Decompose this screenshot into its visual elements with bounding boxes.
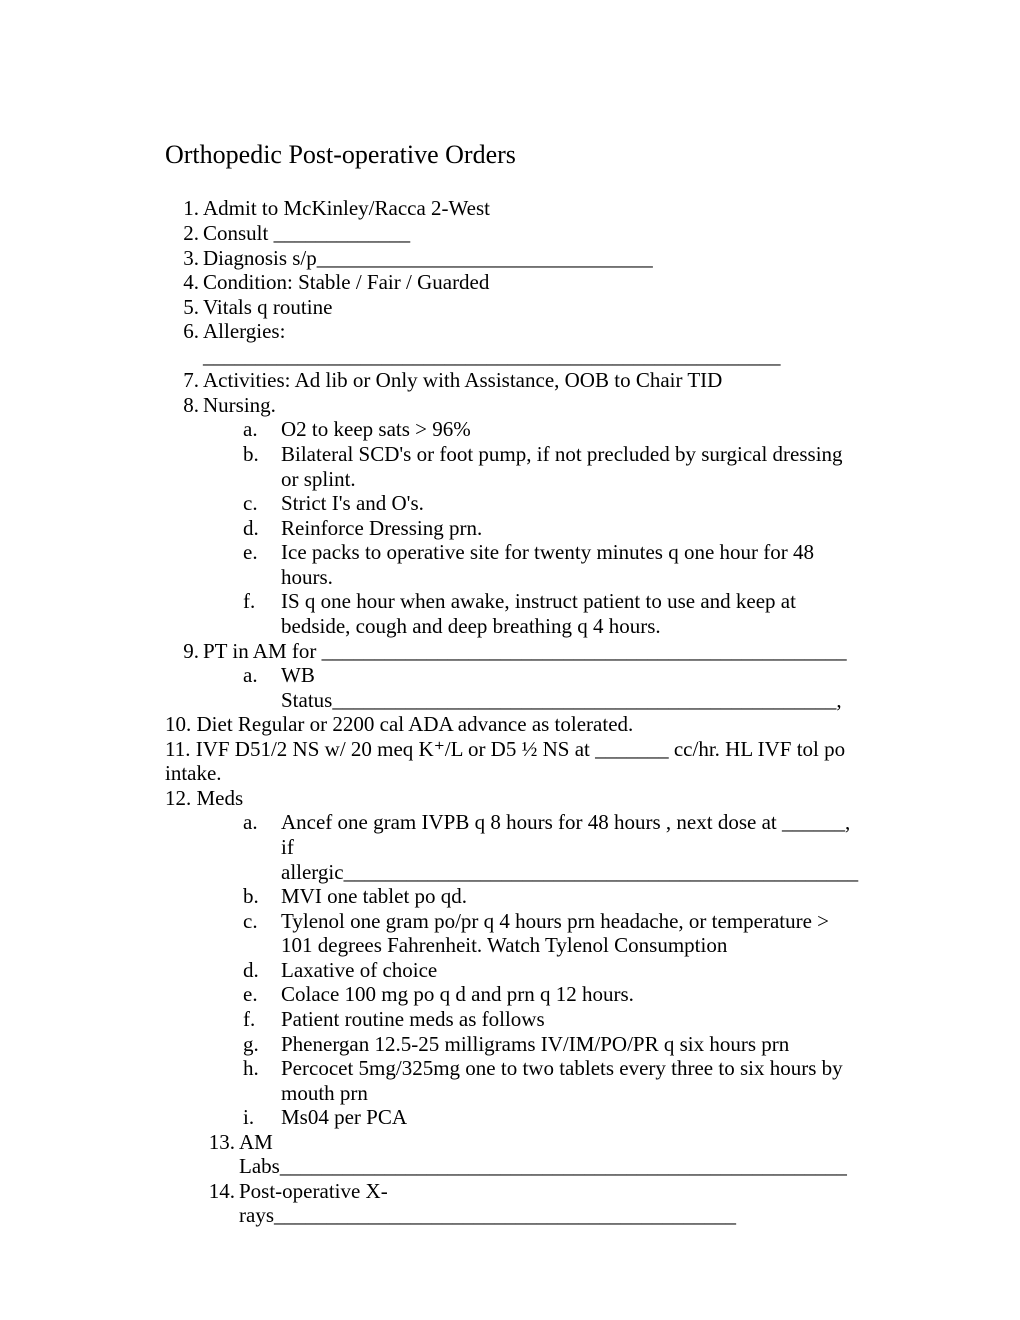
- sub-item-12d: d.Laxative of choice: [281, 958, 855, 983]
- sub-letter: e.: [243, 540, 277, 565]
- sub-text: Reinforce Dressing prn.: [281, 516, 482, 540]
- item-number: 13.: [201, 1130, 235, 1155]
- sub-text: Ancef one gram IVPB q 8 hours for 48 hou…: [281, 810, 858, 883]
- sub-item-12i: i.Ms04 per PCA: [281, 1105, 855, 1130]
- pt-sublist: a.WB Status_____________________________…: [203, 663, 855, 712]
- order-item-14: 14.Post-operative X-rays________________…: [239, 1179, 855, 1228]
- sub-item-8c: c.Strict I's and O's.: [281, 491, 855, 516]
- sub-item-12a: a.Ancef one gram IVPB q 8 hours for 48 h…: [281, 810, 855, 884]
- item-text: Vitals q routine: [203, 295, 332, 319]
- order-item-10: 10. Diet Regular or 2200 cal ADA advance…: [165, 712, 855, 737]
- sub-text: WB Status_______________________________…: [281, 663, 842, 712]
- order-item-2: 2.Consult _____________: [203, 221, 855, 246]
- sub-text: Strict I's and O's.: [281, 491, 424, 515]
- final-orders: 13.AM Labs______________________________…: [165, 1130, 855, 1228]
- sub-item-12g: g.Phenergan 12.5-25 milligrams IV/IM/PO/…: [281, 1032, 855, 1057]
- sub-item-8b: b. Bilateral SCD's or foot pump, if not …: [281, 442, 855, 491]
- sub-letter: i.: [243, 1105, 277, 1130]
- order-item-1: 1.Admit to McKinley/Racca 2-West: [203, 196, 855, 221]
- item-text: Allergies: _____________________________…: [203, 319, 781, 368]
- sub-letter: d.: [243, 516, 277, 541]
- sub-text: IS q one hour when awake, instruct patie…: [281, 589, 796, 638]
- order-item-13: 13.AM Labs______________________________…: [239, 1130, 855, 1179]
- order-item-4: 4.Condition: Stable / Fair / Guarded: [203, 270, 855, 295]
- sub-letter: c.: [243, 491, 277, 516]
- sub-text: Patient routine meds as follows: [281, 1007, 545, 1031]
- item-text: Diagnosis s/p___________________________…: [203, 246, 653, 270]
- sub-item-9a: a.WB Status_____________________________…: [281, 663, 855, 712]
- order-item-5: 5.Vitals q routine: [203, 295, 855, 320]
- item-text: Consult _____________: [203, 221, 410, 245]
- item-text: Nursing.: [203, 393, 276, 417]
- sub-item-12b: b.MVI one tablet po qd.: [281, 884, 855, 909]
- sub-letter: g.: [243, 1032, 277, 1057]
- item-number: 3.: [165, 246, 199, 271]
- sub-letter: a.: [243, 663, 277, 688]
- sub-item-12h: h.Percocet 5mg/325mg one to two tablets …: [281, 1056, 855, 1105]
- order-item-7: 7.Activities: Ad lib or Only with Assist…: [203, 368, 855, 393]
- order-item-9: 9.PT in AM for _________________________…: [203, 639, 855, 713]
- meds-sublist: a.Ancef one gram IVPB q 8 hours for 48 h…: [165, 810, 855, 1129]
- order-item-6: 6.Allergies: ___________________________…: [203, 319, 855, 368]
- sub-item-8a: a.O2 to keep sats > 96%: [281, 417, 855, 442]
- sub-item-8f: f.IS q one hour when awake, instruct pat…: [281, 589, 855, 638]
- sub-letter: c.: [243, 909, 277, 934]
- sub-letter: f.: [243, 1007, 277, 1032]
- order-item-11: 11. IVF D51/2 NS w/ 20 meq K⁺/L or D5 ½ …: [165, 737, 855, 786]
- sub-text: Ms04 per PCA: [281, 1105, 407, 1129]
- item-number: 9.: [165, 639, 199, 664]
- sub-text: Ice packs to operative site for twenty m…: [281, 540, 814, 589]
- sub-item-8d: d.Reinforce Dressing prn.: [281, 516, 855, 541]
- item-text: Activities: Ad lib or Only with Assistan…: [203, 368, 722, 392]
- item-text: AM Labs_________________________________…: [239, 1130, 847, 1179]
- sub-letter: f.: [243, 589, 277, 614]
- item-number: 1.: [165, 196, 199, 221]
- sub-text: Laxative of choice: [281, 958, 437, 982]
- sub-item-12e: e.Colace 100 mg po q d and prn q 12 hour…: [281, 982, 855, 1007]
- item-number: 8.: [165, 393, 199, 418]
- sub-letter: b.: [243, 442, 277, 467]
- sub-letter: h.: [243, 1056, 277, 1081]
- order-item-12: 12. Meds: [165, 786, 855, 811]
- sub-letter: b.: [243, 884, 277, 909]
- item-number: 6.: [165, 319, 199, 344]
- sub-item-12c: c.Tylenol one gram po/pr q 4 hours prn h…: [281, 909, 855, 958]
- sub-item-8e: e.Ice packs to operative site for twenty…: [281, 540, 855, 589]
- sub-letter: e.: [243, 982, 277, 1007]
- item-text: Admit to McKinley/Racca 2-West: [203, 196, 490, 220]
- sub-letter: a.: [243, 810, 277, 835]
- item-text: Post-operative X-rays___________________…: [239, 1179, 736, 1228]
- sub-letter: d.: [243, 958, 277, 983]
- sub-text: MVI one tablet po qd.: [281, 884, 467, 908]
- item-text: PT in AM for ___________________________…: [203, 639, 847, 663]
- sub-text: Bilateral SCD's or foot pump, if not pre…: [281, 442, 843, 491]
- item-number: 5.: [165, 295, 199, 320]
- page-title: Orthopedic Post-operative Orders: [165, 140, 855, 170]
- orders-list: 1.Admit to McKinley/Racca 2-West 2.Consu…: [165, 196, 855, 712]
- item-number: 14.: [201, 1179, 235, 1204]
- sub-text: Percocet 5mg/325mg one to two tablets ev…: [281, 1056, 843, 1105]
- sub-item-12f: f.Patient routine meds as follows: [281, 1007, 855, 1032]
- order-item-8: 8.Nursing. a.O2 to keep sats > 96% b. Bi…: [203, 393, 855, 639]
- item-number: 2.: [165, 221, 199, 246]
- order-item-3: 3.Diagnosis s/p_________________________…: [203, 246, 855, 271]
- item-text: Condition: Stable / Fair / Guarded: [203, 270, 489, 294]
- sub-text: Colace 100 mg po q d and prn q 12 hours.: [281, 982, 634, 1006]
- item-number: 7.: [165, 368, 199, 393]
- sub-text: Phenergan 12.5-25 milligrams IV/IM/PO/PR…: [281, 1032, 789, 1056]
- sub-text: O2 to keep sats > 96%: [281, 417, 471, 441]
- nursing-sublist: a.O2 to keep sats > 96% b. Bilateral SCD…: [203, 417, 855, 638]
- item-number: 4.: [165, 270, 199, 295]
- sub-text: Tylenol one gram po/pr q 4 hours prn hea…: [281, 909, 829, 958]
- sub-letter: a.: [243, 417, 277, 442]
